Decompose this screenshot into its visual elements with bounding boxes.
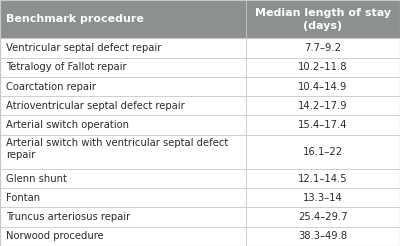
Text: 15.4–17.4: 15.4–17.4 — [298, 120, 348, 130]
Text: 14.2–17.9: 14.2–17.9 — [298, 101, 348, 111]
Text: Truncus arteriosus repair: Truncus arteriosus repair — [6, 212, 130, 222]
Text: 10.4–14.9: 10.4–14.9 — [298, 81, 348, 92]
Bar — [0, 38, 400, 58]
Text: Arterial switch with ventricular septal defect
repair: Arterial switch with ventricular septal … — [6, 138, 228, 160]
Text: 25.4–29.7: 25.4–29.7 — [298, 212, 348, 222]
Text: Atrioventricular septal defect repair: Atrioventricular septal defect repair — [6, 101, 185, 111]
Bar — [0, 227, 400, 246]
Text: Ventricular septal defect repair: Ventricular septal defect repair — [6, 43, 161, 53]
Bar — [0, 188, 400, 207]
Bar — [0, 207, 400, 227]
Text: Fontan: Fontan — [6, 193, 40, 203]
Bar — [0, 0, 400, 38]
Bar — [0, 169, 400, 188]
Text: Median length of stay
(days): Median length of stay (days) — [255, 8, 391, 31]
Text: 12.1–14.5: 12.1–14.5 — [298, 173, 348, 184]
Bar — [0, 96, 400, 115]
Text: Arterial switch operation: Arterial switch operation — [6, 120, 129, 130]
Text: 13.3–14: 13.3–14 — [303, 193, 343, 203]
Text: Coarctation repair: Coarctation repair — [6, 81, 96, 92]
Bar — [0, 135, 400, 169]
Text: Glenn shunt: Glenn shunt — [6, 173, 67, 184]
Bar — [0, 77, 400, 96]
Text: Tetralogy of Fallot repair: Tetralogy of Fallot repair — [6, 62, 127, 72]
Text: 10.2–11.8: 10.2–11.8 — [298, 62, 348, 72]
Text: Benchmark procedure: Benchmark procedure — [6, 14, 144, 24]
Text: 38.3–49.8: 38.3–49.8 — [298, 231, 348, 241]
Bar — [0, 115, 400, 135]
Text: 16.1–22: 16.1–22 — [303, 147, 343, 157]
Bar — [0, 58, 400, 77]
Text: 7.7–9.2: 7.7–9.2 — [304, 43, 342, 53]
Text: Norwood procedure: Norwood procedure — [6, 231, 104, 241]
